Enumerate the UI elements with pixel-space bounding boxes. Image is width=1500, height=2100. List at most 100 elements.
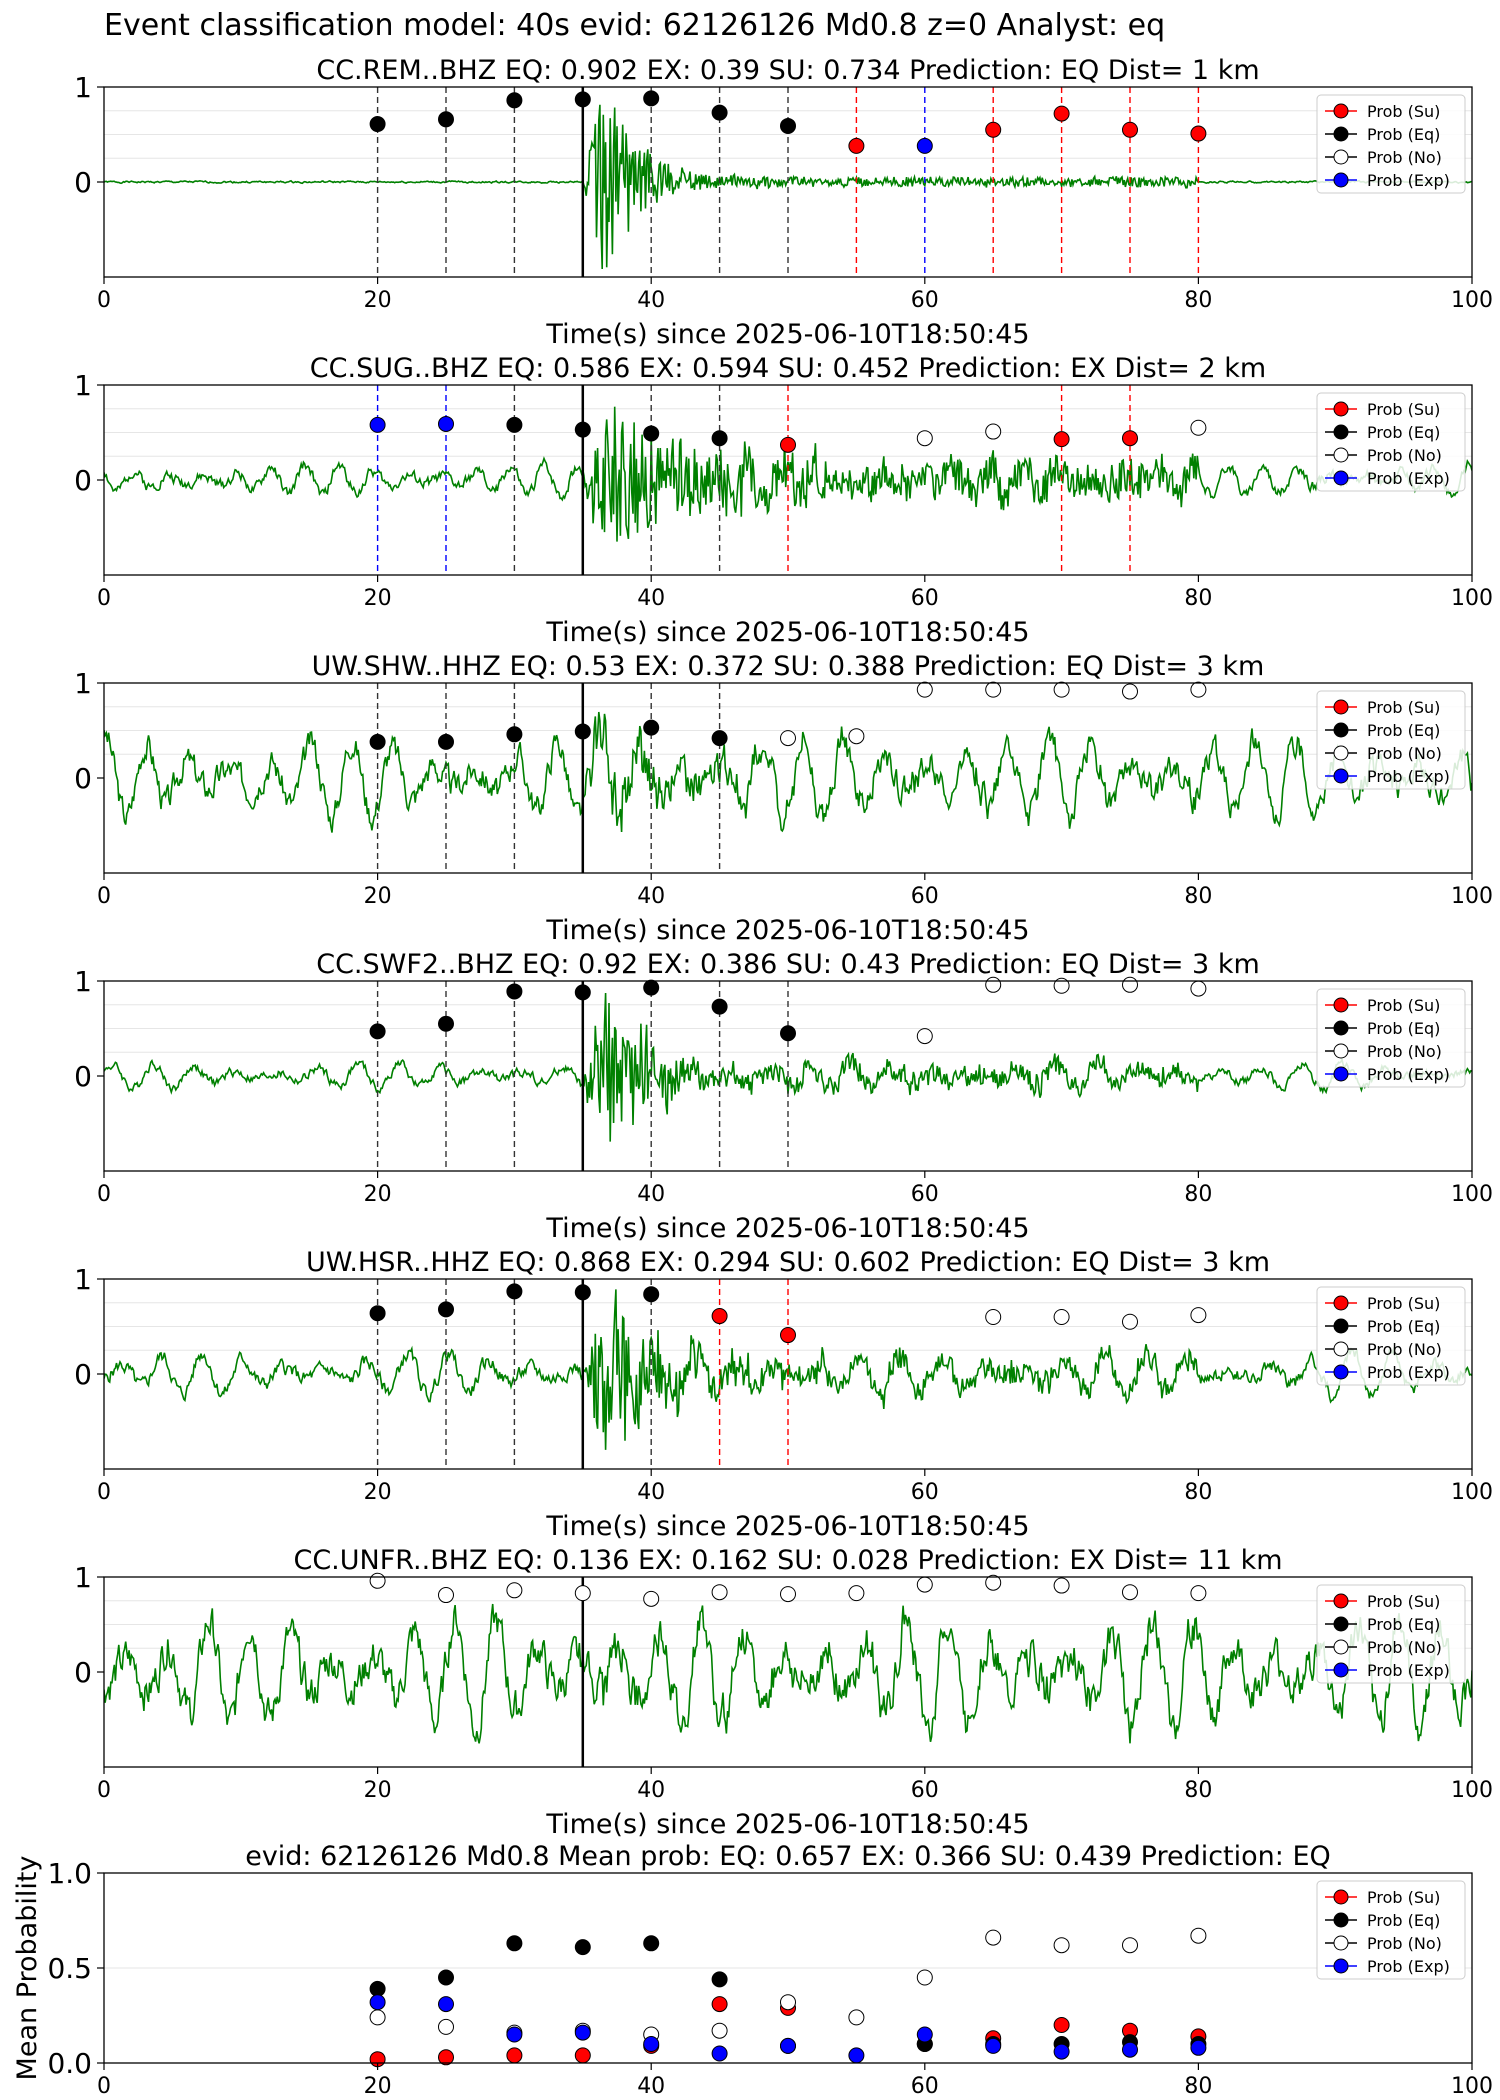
waveform-trace — [104, 406, 1472, 542]
legend-label: Prob (Eq) — [1367, 1615, 1440, 1634]
axes-frame — [103, 1576, 1473, 1768]
data-point-su — [1053, 105, 1070, 122]
x-tick-label: 60 — [911, 2074, 939, 2099]
legend-marker-eq — [1333, 126, 1349, 142]
x-tick-label: 80 — [1184, 1182, 1212, 1207]
legend-box — [1316, 94, 1466, 194]
x-tick-label: 40 — [637, 1182, 665, 1207]
data-point-no — [1122, 1584, 1138, 1601]
y-tick-label: 0 — [74, 1060, 92, 1093]
legend-marker-eq — [1333, 1616, 1349, 1632]
legend-box — [1316, 988, 1466, 1088]
data-point-eq — [643, 425, 660, 442]
data-point-eq — [643, 1286, 660, 1303]
legend-label: Prob (Su) — [1367, 1592, 1440, 1611]
data-point-eq — [574, 1284, 591, 1301]
mean-point-exp — [1053, 2043, 1070, 2060]
x-axis-label: Time(s) since 2025-06-10T18:50:45 — [545, 1213, 1029, 1244]
legend-marker-exp — [1333, 768, 1349, 784]
data-point-no — [916, 1028, 933, 1045]
data-point-eq — [506, 726, 523, 743]
legend-marker-no — [1333, 1935, 1349, 1951]
legend-label: Prob (Exp) — [1367, 469, 1450, 488]
data-point-eq — [574, 984, 591, 1001]
data-point-no — [985, 681, 1002, 698]
legend-marker-su — [1333, 103, 1349, 119]
data-point-su — [1190, 125, 1207, 142]
mean-point-exp — [1190, 2039, 1207, 2056]
x-axis-label: Time(s) since 2025-06-10T18:50:45 — [545, 1809, 1029, 1840]
x-tick-label: 100 — [1451, 1778, 1493, 1803]
data-point-no — [1190, 1585, 1207, 1602]
y-tick-label: 1 — [74, 667, 92, 700]
legend-label: Prob (No) — [1367, 744, 1442, 763]
legend-box — [1316, 392, 1466, 492]
data-point-no — [848, 1585, 865, 1602]
panel-4: CC.SWF2..BHZ EQ: 0.92 EX: 0.386 SU: 0.43… — [74, 949, 1493, 1244]
legend-marker-su — [1333, 1295, 1349, 1311]
data-point-eq — [643, 719, 660, 736]
x-tick-label: 0 — [97, 2074, 111, 2099]
data-point-eq — [711, 104, 728, 121]
x-tick-label: 60 — [911, 1778, 939, 1803]
x-tick-label: 80 — [1184, 884, 1212, 909]
panel-title: CC.SWF2..BHZ EQ: 0.92 EX: 0.386 SU: 0.43… — [316, 949, 1260, 980]
x-tick-label: 40 — [637, 1778, 665, 1803]
mean-point-no — [1053, 1937, 1070, 1954]
mean-point-exp — [780, 2037, 796, 2054]
legend-marker-no — [1333, 447, 1349, 463]
data-point-eq — [438, 1301, 454, 1318]
data-point-eq — [574, 421, 591, 438]
x-tick-label: 100 — [1451, 884, 1493, 909]
mean-point-no — [1190, 1927, 1207, 1944]
legend-label: Prob (Eq) — [1367, 1911, 1440, 1930]
mean-point-exp — [643, 2036, 660, 2052]
mean-point-eq — [369, 1980, 386, 1997]
data-point-no — [1122, 976, 1138, 993]
x-axis-label: Time(s) since 2025-06-10T18:50:45 — [545, 1511, 1029, 1542]
y-tick-label: 0 — [74, 464, 92, 497]
y-tick-label: 0 — [74, 1358, 92, 1391]
x-tick-label: 0 — [97, 884, 111, 909]
data-point-eq — [780, 117, 796, 134]
y-tick-label: 1 — [74, 1263, 92, 1296]
legend-marker-eq — [1333, 1020, 1349, 1036]
data-point-eq — [643, 90, 660, 107]
mean-point-su — [711, 1996, 728, 2013]
legend: Prob (Su) Prob (Eq) Prob (No) Prob (Exp) — [1316, 988, 1466, 1088]
x-tick-label: 100 — [1451, 1182, 1493, 1207]
x-tick-label: 40 — [637, 1480, 665, 1505]
legend: Prob (Su) Prob (Eq) Prob (No) Prob (Exp) — [1316, 1880, 1466, 1980]
data-point-no — [780, 730, 796, 747]
legend-marker-no — [1333, 1043, 1349, 1059]
legend-label: Prob (Exp) — [1367, 1363, 1450, 1382]
mean-point-exp — [369, 1994, 386, 2011]
mean-point-su — [1053, 2017, 1070, 2033]
data-point-no — [1190, 1307, 1207, 1324]
x-tick-label: 60 — [911, 288, 939, 313]
data-point-eq — [711, 998, 728, 1015]
panel-title: CC.REM..BHZ EQ: 0.902 EX: 0.39 SU: 0.734… — [316, 55, 1259, 86]
legend-marker-exp — [1333, 1066, 1349, 1082]
legend: Prob (Su) Prob (Eq) Prob (No) Prob (Exp) — [1316, 690, 1466, 790]
data-point-no — [506, 1582, 523, 1599]
data-point-exp — [916, 137, 933, 154]
data-point-su — [711, 1308, 728, 1325]
x-axis-label: Time(s) since 2025-06-10T18:50:45 — [545, 617, 1029, 648]
mean-point-no — [1122, 1937, 1138, 1954]
legend-marker-eq — [1333, 722, 1349, 738]
legend-marker-eq — [1333, 1912, 1349, 1928]
x-tick-label: 20 — [364, 884, 392, 909]
data-point-eq — [506, 983, 523, 1000]
data-point-su — [985, 121, 1002, 138]
mean-point-eq — [506, 1935, 523, 1952]
data-point-no — [1122, 1313, 1138, 1330]
mean-point-su — [438, 2049, 454, 2066]
data-point-no — [1190, 681, 1207, 698]
data-point-no — [848, 728, 865, 745]
data-point-eq — [438, 111, 454, 128]
legend-marker-exp — [1333, 1662, 1349, 1678]
data-point-no — [1122, 683, 1138, 700]
legend-label: Prob (No) — [1367, 1638, 1442, 1657]
legend-marker-exp — [1333, 1958, 1349, 1974]
